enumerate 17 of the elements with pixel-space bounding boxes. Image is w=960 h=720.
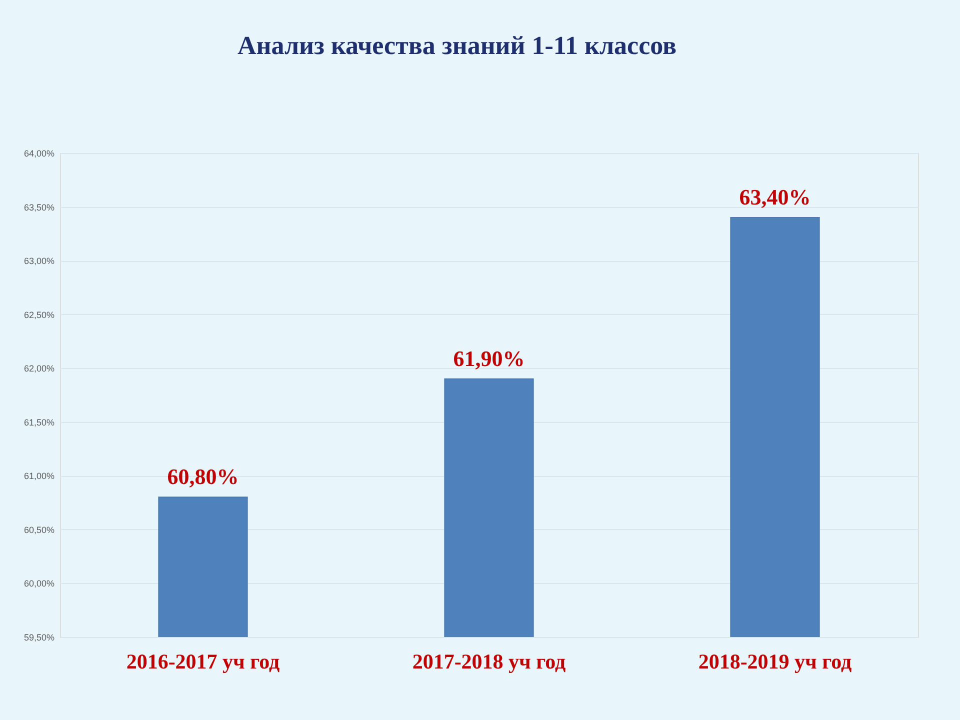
y-tick-label: 59,50% xyxy=(24,632,54,642)
y-tick-label: 62,00% xyxy=(24,364,54,374)
y-tick-label: 60,50% xyxy=(24,524,54,535)
y-tick-label: 60,00% xyxy=(24,578,54,589)
chart-title: Анализ качества знаний 1-11 классов xyxy=(237,31,677,60)
x-tick-label: 2017-2018 уч год xyxy=(412,650,566,674)
y-tick-label: 63,50% xyxy=(24,202,54,212)
data-label: 60,80% xyxy=(167,464,239,490)
x-tick-label: 2018-2019 уч год xyxy=(698,650,852,674)
y-tick-label: 61,50% xyxy=(24,417,54,428)
y-tick-label: 61,00% xyxy=(24,471,54,482)
data-label: 63,40% xyxy=(739,184,811,210)
y-tick-label: 62,50% xyxy=(24,310,54,320)
data-label: 61,90% xyxy=(453,346,525,371)
y-tick-label: 64,00% xyxy=(24,148,54,158)
x-tick-label: 2016-2017 уч год xyxy=(126,650,280,674)
y-tick-label: 63,00% xyxy=(24,256,54,266)
